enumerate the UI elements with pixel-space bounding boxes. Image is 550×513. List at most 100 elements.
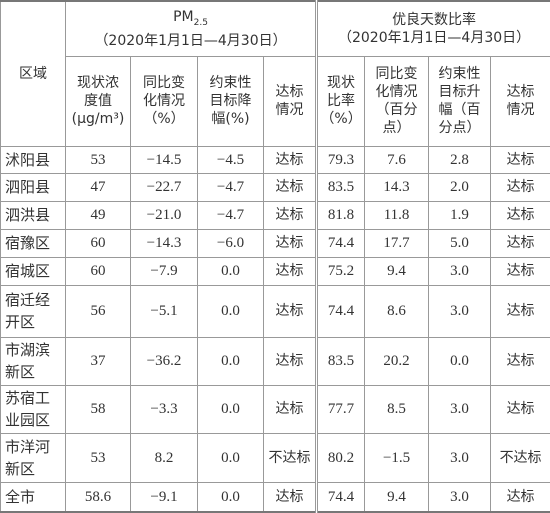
column-header-line: 现状	[318, 74, 364, 92]
value-cell: 0.0	[198, 482, 264, 512]
value-cell: 不达标	[491, 433, 550, 482]
column-header-line: 达标	[491, 83, 550, 101]
value-cell: 达标	[264, 146, 317, 173]
value-cell: 达标	[491, 385, 550, 433]
value-cell: 0.0	[198, 337, 264, 385]
value-cell: 53	[66, 433, 131, 482]
pm-header: PM2.5（2020年1月1日—4月30日）	[66, 1, 317, 56]
column-header-line: （百分	[365, 101, 428, 119]
value-cell: 47	[66, 173, 131, 201]
column-header-line: 达标	[264, 83, 315, 101]
column-header-line: 目标升	[429, 83, 490, 101]
header-row: 区域 PM2.5（2020年1月1日—4月30日） 优良天数比率（2020年1月…	[1, 1, 550, 56]
value-cell: 83.5	[317, 337, 365, 385]
column-header-line: 点）	[365, 119, 428, 137]
value-cell: 77.7	[317, 385, 365, 433]
column-header-line: 同比变	[365, 65, 428, 83]
value-cell: −4.7	[198, 201, 264, 229]
value-cell: 达标	[264, 257, 317, 285]
region-cell: 宿豫区	[1, 229, 66, 257]
column-header-line: 比率	[318, 92, 364, 110]
good-period: （2020年1月1日—4月30日）	[318, 29, 550, 47]
value-cell: 0.0	[198, 257, 264, 285]
value-cell: 0.0	[198, 385, 264, 433]
column-header: 现状比率（%）	[317, 56, 365, 146]
value-cell: 达标	[491, 229, 550, 257]
value-cell: 2.0	[429, 173, 491, 201]
value-cell: 58	[66, 385, 131, 433]
value-cell: 8.5	[365, 385, 429, 433]
value-cell: 3.0	[429, 257, 491, 285]
column-header: 约束性目标降幅(%)	[198, 56, 264, 146]
column-header: 同比变化情况（百分点）	[365, 56, 429, 146]
column-header-line: 化情况	[131, 92, 197, 110]
value-cell: −14.3	[131, 229, 198, 257]
pm-sub: 2.5	[194, 18, 208, 28]
column-header-line: 情况	[491, 101, 550, 119]
region-cell: 市湖滨新区	[1, 337, 66, 385]
value-cell: −5.1	[131, 285, 198, 337]
good-title: 优良天数比率	[318, 11, 550, 29]
value-cell: 达标	[491, 257, 550, 285]
column-header: 约束性目标升幅（百分点）	[429, 56, 491, 146]
column-header-line: (μg/m³)	[66, 110, 130, 128]
pm-period: （2020年1月1日—4月30日）	[66, 32, 315, 50]
value-cell: 达标	[491, 482, 550, 512]
region-cell: 苏宿工业园区	[1, 385, 66, 433]
value-cell: 60	[66, 257, 131, 285]
region-cell: 市洋河新区	[1, 433, 66, 482]
value-cell: 3.0	[429, 433, 491, 482]
value-cell: 17.7	[365, 229, 429, 257]
value-cell: 58.6	[66, 482, 131, 512]
value-cell: 8.2	[131, 433, 198, 482]
column-header-line: 幅(%)	[198, 110, 263, 128]
column-header-line: 化情况	[365, 83, 428, 101]
region-cell: 宿迁经开区	[1, 285, 66, 337]
value-cell: −36.2	[131, 337, 198, 385]
value-cell: 达标	[491, 337, 550, 385]
value-cell: 2.8	[429, 146, 491, 173]
value-cell: −1.5	[365, 433, 429, 482]
column-header-line: 同比变	[131, 74, 197, 92]
column-header-line: （%）	[131, 110, 197, 128]
value-cell: 达标	[491, 201, 550, 229]
value-cell: 达标	[264, 337, 317, 385]
region-cell: 泗洪县	[1, 201, 66, 229]
column-header-line: 幅（百	[429, 101, 490, 119]
value-cell: 74.4	[317, 229, 365, 257]
value-cell: 8.6	[365, 285, 429, 337]
value-cell: −6.0	[198, 229, 264, 257]
good-header: 优良天数比率（2020年1月1日—4月30日）	[317, 1, 550, 56]
value-cell: 81.8	[317, 201, 365, 229]
value-cell: 75.2	[317, 257, 365, 285]
value-cell: 3.0	[429, 385, 491, 433]
value-cell: 37	[66, 337, 131, 385]
value-cell: 达标	[264, 201, 317, 229]
column-header-line: 目标降	[198, 92, 263, 110]
value-cell: 11.8	[365, 201, 429, 229]
region-cell: 宿城区	[1, 257, 66, 285]
value-cell: 83.5	[317, 173, 365, 201]
column-header-line: 分点）	[429, 119, 490, 137]
column-header: 同比变化情况（%）	[131, 56, 198, 146]
value-cell: −4.5	[198, 146, 264, 173]
value-cell: 0.0	[429, 337, 491, 385]
value-cell: −22.7	[131, 173, 198, 201]
value-cell: −14.5	[131, 146, 198, 173]
value-cell: 5.0	[429, 229, 491, 257]
column-header-line: 约束性	[429, 65, 490, 83]
value-cell: 达标	[264, 285, 317, 337]
value-cell: −4.7	[198, 173, 264, 201]
value-cell: 3.0	[429, 482, 491, 512]
region-cell: 泗阳县	[1, 173, 66, 201]
value-cell: 1.9	[429, 201, 491, 229]
value-cell: 达标	[264, 482, 317, 512]
value-cell: 达标	[491, 146, 550, 173]
